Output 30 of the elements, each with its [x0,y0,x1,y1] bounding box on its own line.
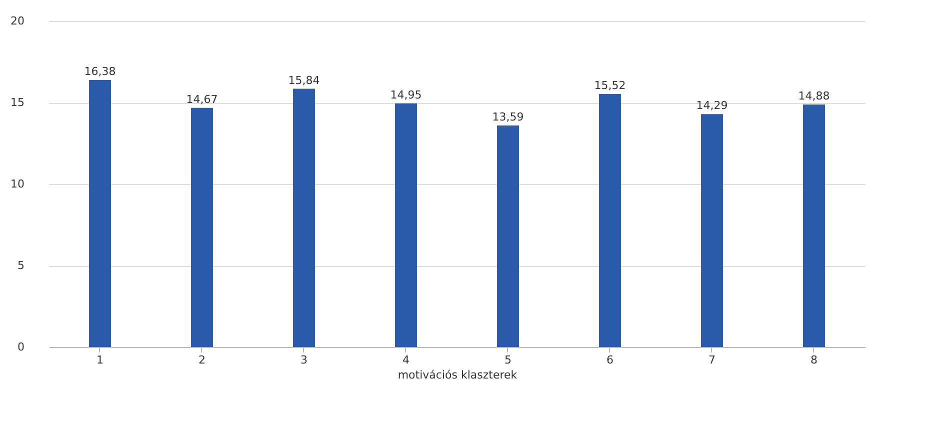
y-tick-label: 10 [10,178,24,190]
y-tick-label: 5 [18,259,24,272]
x-tick-label: 8 [810,354,818,366]
bar [497,125,519,347]
x-axis-title: motivációs klaszterek [398,368,518,382]
data-label: 16,38 [84,65,116,78]
data-label: 15,84 [288,74,320,87]
x-tick-label: 5 [504,354,512,366]
bar [89,80,111,347]
data-label: 15,52 [594,79,626,92]
x-tick-label: 1 [96,354,104,366]
data-label: 14,29 [696,99,728,112]
x-tick-label: 6 [606,354,614,366]
bar [599,94,621,347]
y-tick-label: 15 [10,96,24,109]
bar [701,114,723,347]
data-label: 14,88 [798,89,830,102]
x-tick-label: 2 [198,354,206,366]
x-tick-label: 4 [402,354,410,366]
bar [395,103,417,347]
bar [293,88,315,347]
bar [191,108,213,347]
data-label: 14,67 [186,92,218,106]
x-tick-label: 7 [708,354,716,366]
y-tick-label: 0 [18,340,24,354]
bar [803,104,825,347]
y-tick-label: 20 [10,14,24,28]
data-label: 14,95 [390,88,422,102]
x-tick-label: 3 [300,354,308,366]
data-label: 13,59 [492,110,524,124]
